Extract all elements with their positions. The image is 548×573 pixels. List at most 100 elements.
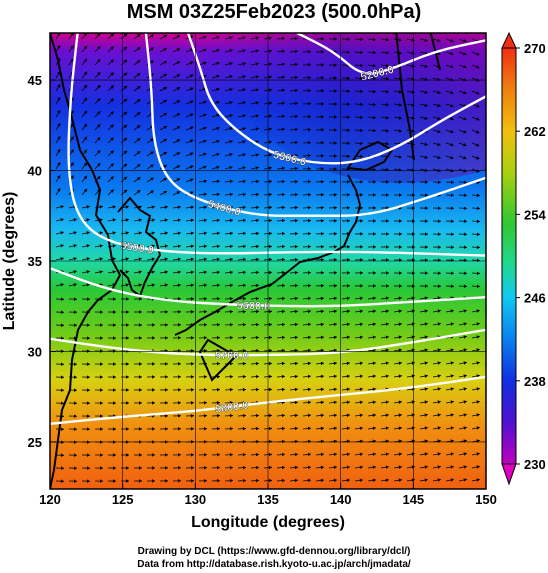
wind-arrow-head [163, 99, 167, 104]
wind-arrow-head [294, 426, 298, 431]
wind-arrow-head [333, 465, 337, 470]
wind-arrow-head [255, 452, 259, 457]
wind-arrow-head [255, 88, 259, 92]
wind-arrow-head [346, 465, 350, 470]
wind-arrow-head [437, 284, 441, 288]
wind-arrow-head [489, 348, 492, 352]
wind-arrow-head [189, 191, 194, 195]
wind-arrow-head [359, 128, 363, 133]
wind-arrow-head [398, 180, 402, 184]
wind-arrow-head [307, 205, 311, 210]
wind-arrow-head [475, 130, 480, 134]
wind-arrow-head [177, 244, 181, 249]
wind-arrow-head [216, 244, 220, 249]
wind-arrow-head [151, 401, 155, 405]
wind-arrow-head [372, 413, 376, 418]
wind-arrow-head [307, 218, 311, 223]
wind-arrow-head [294, 413, 298, 418]
wind-arrow-head [125, 257, 129, 261]
wind-arrow-head [60, 466, 64, 470]
wind-arrow-head [424, 284, 428, 288]
wind-arrow-head [255, 101, 259, 105]
wind-arrow-head [189, 178, 194, 182]
wind-arrow-head [242, 114, 246, 118]
wind-arrow-head [123, 176, 128, 181]
wind-arrow-head [359, 245, 363, 249]
wind-arrow-head [99, 349, 103, 353]
wind-arrow-head [229, 126, 233, 131]
wind-arrow-head [189, 74, 194, 78]
wind-arrow-head [151, 218, 155, 222]
wind-arrow-head [97, 124, 101, 128]
wind-arrow-head [190, 297, 194, 301]
wind-arrow-head [123, 46, 128, 51]
wind-arrow-head [151, 466, 155, 470]
wind-arrow-head [424, 296, 428, 300]
wind-arrow-head [83, 123, 88, 128]
wind-arrow-head [333, 89, 337, 93]
wind-arrow-head [281, 88, 285, 93]
wind-arrow-head [177, 362, 181, 366]
colorbar: 230 238 246 254 262 270 [501, 31, 546, 486]
wind-arrow-head [320, 452, 324, 457]
wind-arrow-head [150, 151, 154, 155]
wind-arrow-head [97, 98, 101, 102]
wind-arrow-head [242, 179, 246, 184]
wind-arrow-head [255, 465, 259, 470]
wind-arrow-head [164, 244, 168, 248]
footer-source: Data from http://database.rish.kyoto-u.a… [137, 559, 411, 570]
wind-arrow-head [333, 270, 337, 275]
x-tick-label: 120 [39, 492, 61, 507]
wind-arrow-head [424, 465, 428, 469]
wind-arrow-head [346, 478, 350, 483]
wind-arrow-head [385, 400, 389, 405]
wind-arrow-head [307, 231, 311, 236]
wind-arrow-head [216, 361, 220, 366]
wind-arrow-head [437, 465, 441, 469]
wind-arrow-head [216, 126, 220, 131]
wind-arrow-head [333, 296, 337, 301]
wind-arrow-head [73, 479, 77, 483]
wind-arrow-head [164, 388, 168, 392]
wind-arrow-head [242, 426, 246, 431]
wind-arrow-head [176, 100, 181, 104]
wind-arrow-head [450, 116, 454, 121]
wind-arrow-head [385, 426, 389, 431]
wind-arrow-head [203, 374, 207, 379]
wind-arrow-head [110, 189, 114, 193]
wind-arrow-head [281, 387, 285, 392]
wind-arrow-head [189, 87, 194, 91]
wind-arrow-head [70, 110, 74, 114]
wind-arrow-head [151, 336, 155, 340]
wind-arrow-head [123, 111, 128, 116]
wind-arrow-head [242, 283, 246, 288]
wind-arrow-head [86, 349, 90, 353]
wind-arrow-head [333, 413, 337, 418]
wind-arrow-head [86, 427, 90, 431]
wind-arrow-head [268, 244, 272, 249]
wind-arrow-head [346, 193, 350, 197]
wind-arrow-head [229, 335, 233, 340]
wind-arrow-head [463, 232, 467, 237]
x-tick-label: 135 [257, 492, 279, 507]
wind-arrow-head [242, 452, 246, 457]
wind-arrow-head [372, 37, 376, 42]
wind-arrow-head [463, 193, 467, 198]
wind-arrow-head [255, 218, 259, 223]
wind-arrow-head [372, 452, 376, 457]
wind-arrow-head [333, 387, 337, 392]
wind-arrow-head [125, 231, 129, 235]
wind-arrow-head [307, 296, 311, 301]
wind-arrow-head [359, 309, 363, 314]
wind-arrow-head [216, 231, 220, 236]
wind-arrow-head [294, 49, 298, 54]
wind-arrow-head [359, 76, 363, 81]
wind-arrow-head [294, 140, 298, 145]
wind-arrow-head [450, 322, 454, 326]
wind-arrow-head [281, 205, 285, 210]
wind-arrow-head [99, 388, 103, 392]
wind-arrow-head [242, 153, 246, 157]
wind-arrow-head [110, 150, 114, 154]
wind-arrow-head [190, 336, 194, 340]
wind-arrow-head [216, 335, 220, 340]
